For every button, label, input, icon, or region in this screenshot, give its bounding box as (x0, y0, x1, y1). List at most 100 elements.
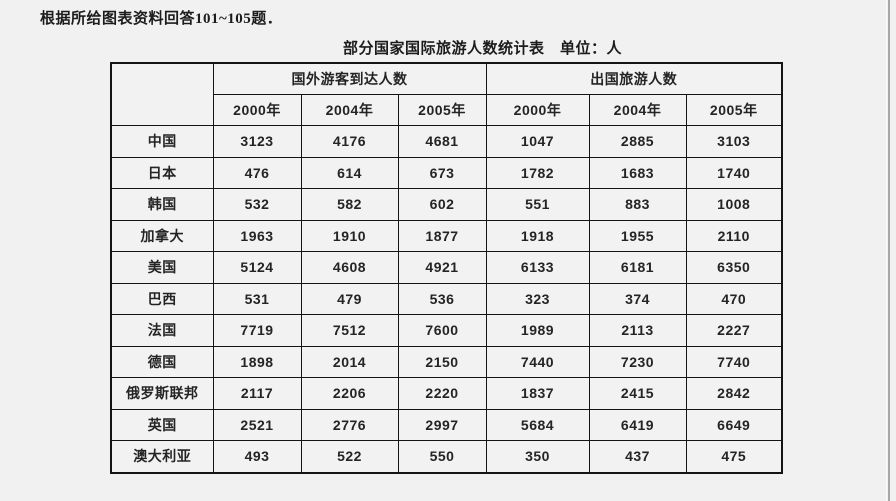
value-cell: 1047 (485, 125, 590, 158)
value-cell: 2227 (685, 314, 783, 347)
value-cell: 1963 (212, 219, 302, 252)
value-cell: 2206 (300, 377, 399, 410)
country-cell: 英国 (110, 408, 214, 441)
table-row: 德国 1898 2014 2150 7440 7230 7740 (110, 345, 783, 378)
country-cell: 巴西 (110, 282, 214, 315)
value-cell: 673 (397, 156, 487, 189)
value-cell: 4921 (397, 251, 487, 284)
value-cell: 5684 (485, 408, 590, 441)
value-cell: 1782 (485, 156, 590, 189)
value-cell: 522 (300, 440, 399, 473)
table-title: 部分国家国际旅游人数统计表 单位：人 (343, 40, 623, 57)
value-cell: 323 (485, 282, 590, 315)
table-row: 法国 7719 7512 7600 1989 2113 2227 (110, 314, 783, 347)
value-cell: 7600 (397, 314, 487, 347)
value-cell: 1008 (685, 188, 783, 221)
group-header-row: 国外游客到达人数 出国旅游人数 (110, 62, 783, 126)
value-cell: 7440 (485, 345, 590, 378)
value-cell: 2113 (588, 314, 687, 347)
group-header-arrivals: 国外游客到达人数 (212, 62, 487, 95)
value-cell: 532 (212, 188, 302, 221)
corner-cell (110, 62, 214, 126)
value-cell: 3103 (685, 125, 783, 158)
value-cell: 1910 (300, 219, 399, 252)
value-cell: 536 (397, 282, 487, 315)
country-cell: 韩国 (110, 188, 214, 221)
value-cell: 6649 (685, 408, 783, 441)
table-row: 韩国 532 582 602 551 883 1008 (110, 188, 783, 221)
value-cell: 4608 (300, 251, 399, 284)
value-cell: 1837 (485, 377, 590, 410)
year-header-arrivals-2004: 2004年 (300, 94, 399, 126)
country-cell: 中国 (110, 125, 214, 158)
year-header-arrivals-2000: 2000年 (212, 94, 302, 126)
value-cell: 7719 (212, 314, 302, 347)
value-cell: 614 (300, 156, 399, 189)
country-cell: 加拿大 (110, 219, 214, 252)
value-cell: 3123 (212, 125, 302, 158)
value-cell: 7512 (300, 314, 399, 347)
value-cell: 2150 (397, 345, 487, 378)
value-cell: 602 (397, 188, 487, 221)
value-cell: 1989 (485, 314, 590, 347)
value-cell: 2220 (397, 377, 487, 410)
table-header: 国外游客到达人数 出国旅游人数 2000年 2004年 2005年 2000年 … (110, 62, 783, 126)
group-header-outbound: 出国旅游人数 (485, 62, 783, 95)
value-cell: 4681 (397, 125, 487, 158)
table-row: 美国 5124 4608 4921 6133 6181 6350 (110, 251, 783, 284)
year-header-outbound-2000: 2000年 (485, 94, 590, 126)
value-cell: 2842 (685, 377, 783, 410)
country-cell: 德国 (110, 345, 214, 378)
value-cell: 2110 (685, 219, 783, 252)
value-cell: 4176 (300, 125, 399, 158)
value-cell: 6133 (485, 251, 590, 284)
value-cell: 479 (300, 282, 399, 315)
table-row: 澳大利亚 493 522 550 350 437 475 (110, 440, 783, 473)
value-cell: 7740 (685, 345, 783, 378)
country-cell: 美国 (110, 251, 214, 284)
value-cell: 7230 (588, 345, 687, 378)
value-cell: 6419 (588, 408, 687, 441)
value-cell: 493 (212, 440, 302, 473)
table-row: 巴西 531 479 536 323 374 470 (110, 282, 783, 315)
country-cell: 日本 (110, 156, 214, 189)
value-cell: 883 (588, 188, 687, 221)
value-cell: 1877 (397, 219, 487, 252)
value-cell: 1740 (685, 156, 783, 189)
table-row: 日本 476 614 673 1782 1683 1740 (110, 156, 783, 189)
value-cell: 2521 (212, 408, 302, 441)
table-row: 英国 2521 2776 2997 5684 6419 6649 (110, 408, 783, 441)
table-row: 加拿大 1963 1910 1877 1918 1955 2110 (110, 219, 783, 252)
value-cell: 1955 (588, 219, 687, 252)
value-cell: 531 (212, 282, 302, 315)
value-cell: 475 (685, 440, 783, 473)
value-cell: 1683 (588, 156, 687, 189)
value-cell: 582 (300, 188, 399, 221)
value-cell: 2885 (588, 125, 687, 158)
tourism-statistics-table: 国外游客到达人数 出国旅游人数 2000年 2004年 2005年 2000年 … (110, 62, 783, 474)
value-cell: 2117 (212, 377, 302, 410)
value-cell: 2415 (588, 377, 687, 410)
value-cell: 1898 (212, 345, 302, 378)
value-cell: 2776 (300, 408, 399, 441)
value-cell: 476 (212, 156, 302, 189)
value-cell: 5124 (212, 251, 302, 284)
value-cell: 6181 (588, 251, 687, 284)
country-cell: 法国 (110, 314, 214, 347)
value-cell: 551 (485, 188, 590, 221)
year-header-row: 2000年 2004年 2005年 2000年 2004年 2005年 (111, 94, 783, 126)
value-cell: 470 (685, 282, 783, 315)
year-header-outbound-2004: 2004年 (588, 94, 687, 126)
question-instruction: 根据所给图表资料回答101~105题． (40, 11, 283, 27)
value-cell: 550 (397, 440, 487, 473)
value-cell: 6350 (685, 251, 783, 284)
right-edge-divider (888, 0, 890, 501)
table-row: 中国 3123 4176 4681 1047 2885 3103 (110, 125, 783, 158)
value-cell: 374 (588, 282, 687, 315)
value-cell: 350 (485, 440, 590, 473)
value-cell: 2014 (300, 345, 399, 378)
value-cell: 2997 (397, 408, 487, 441)
value-cell: 1918 (485, 219, 590, 252)
table-row: 俄罗斯联邦 2117 2206 2220 1837 2415 2842 (110, 377, 783, 410)
right-edge-highlight (886, 0, 887, 501)
